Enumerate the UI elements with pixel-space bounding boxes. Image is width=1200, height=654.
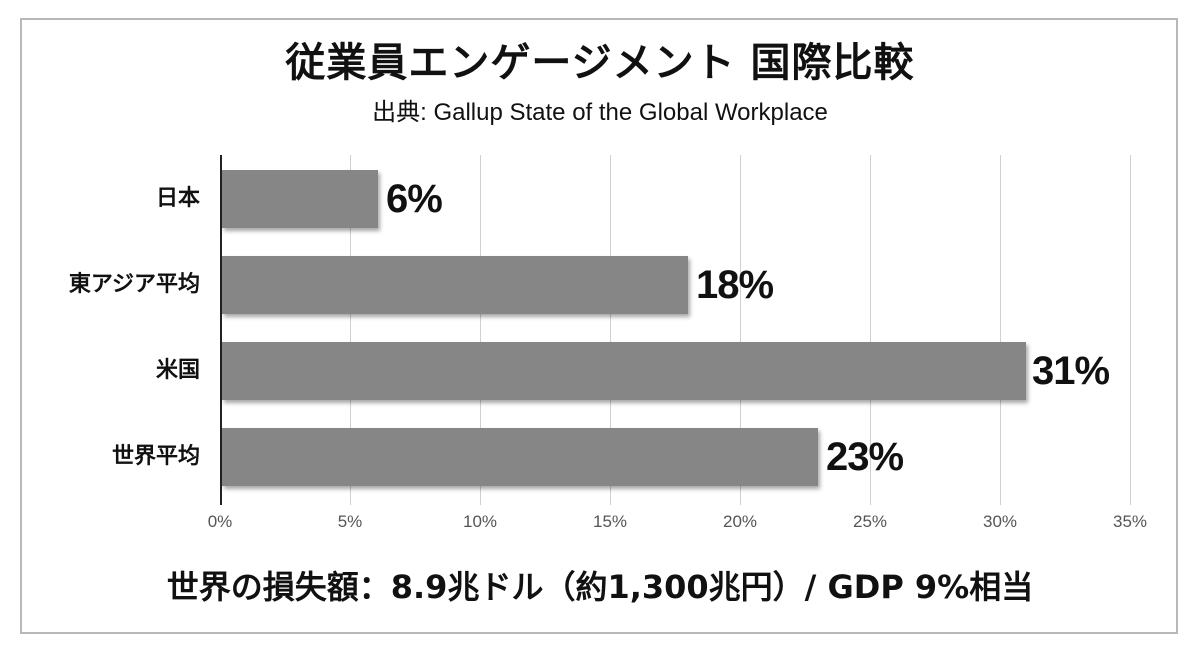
value-label-usa: 31% (1032, 349, 1110, 393)
bar-world (222, 428, 818, 486)
chart-subtitle: 出典: Gallup State of the Global Workplace (372, 99, 828, 126)
value-label-japan: 6% (386, 177, 443, 221)
gridline-15 (610, 155, 611, 505)
bar-japan (222, 170, 378, 228)
x-tick-25: 25% (852, 512, 888, 531)
footer-annotation: 世界の損失額：8.9兆ドル（約1,300兆円）/ GDP 9%相当 (166, 568, 1034, 606)
x-tick-5: 5% (337, 512, 363, 531)
gridline-35 (1130, 155, 1131, 505)
gridline-10 (480, 155, 481, 505)
x-tick-30: 30% (982, 512, 1018, 531)
value-label-world: 23% (826, 435, 904, 479)
x-tick-10: 10% (462, 512, 498, 531)
gridline-30 (1000, 155, 1001, 505)
bar-east-asia (222, 256, 688, 314)
value-label-east-asia: 18% (696, 263, 774, 307)
x-tick-20: 20% (722, 512, 758, 531)
x-tick-15: 15% (592, 512, 628, 531)
bar-usa (222, 342, 1026, 400)
category-label-world: 世界平均 (111, 444, 200, 469)
x-tick-0: 0% (207, 512, 233, 531)
category-label-east-asia: 東アジア平均 (68, 272, 200, 297)
chart-title: 従業員エンゲージメント 国際比較 (285, 40, 915, 86)
gridline-25 (870, 155, 871, 505)
category-label-japan: 日本 (155, 186, 200, 211)
gridline-20 (740, 155, 741, 505)
gridline-5 (350, 155, 351, 505)
category-label-usa: 米国 (155, 358, 200, 383)
plot-area: 6% 18% 31% 23% 日本 東アジア平均 米国 世界平均 (69, 155, 1131, 505)
y-axis-line (220, 155, 222, 505)
chart-frame (20, 18, 1178, 634)
x-tick-35: 35% (1112, 512, 1148, 531)
